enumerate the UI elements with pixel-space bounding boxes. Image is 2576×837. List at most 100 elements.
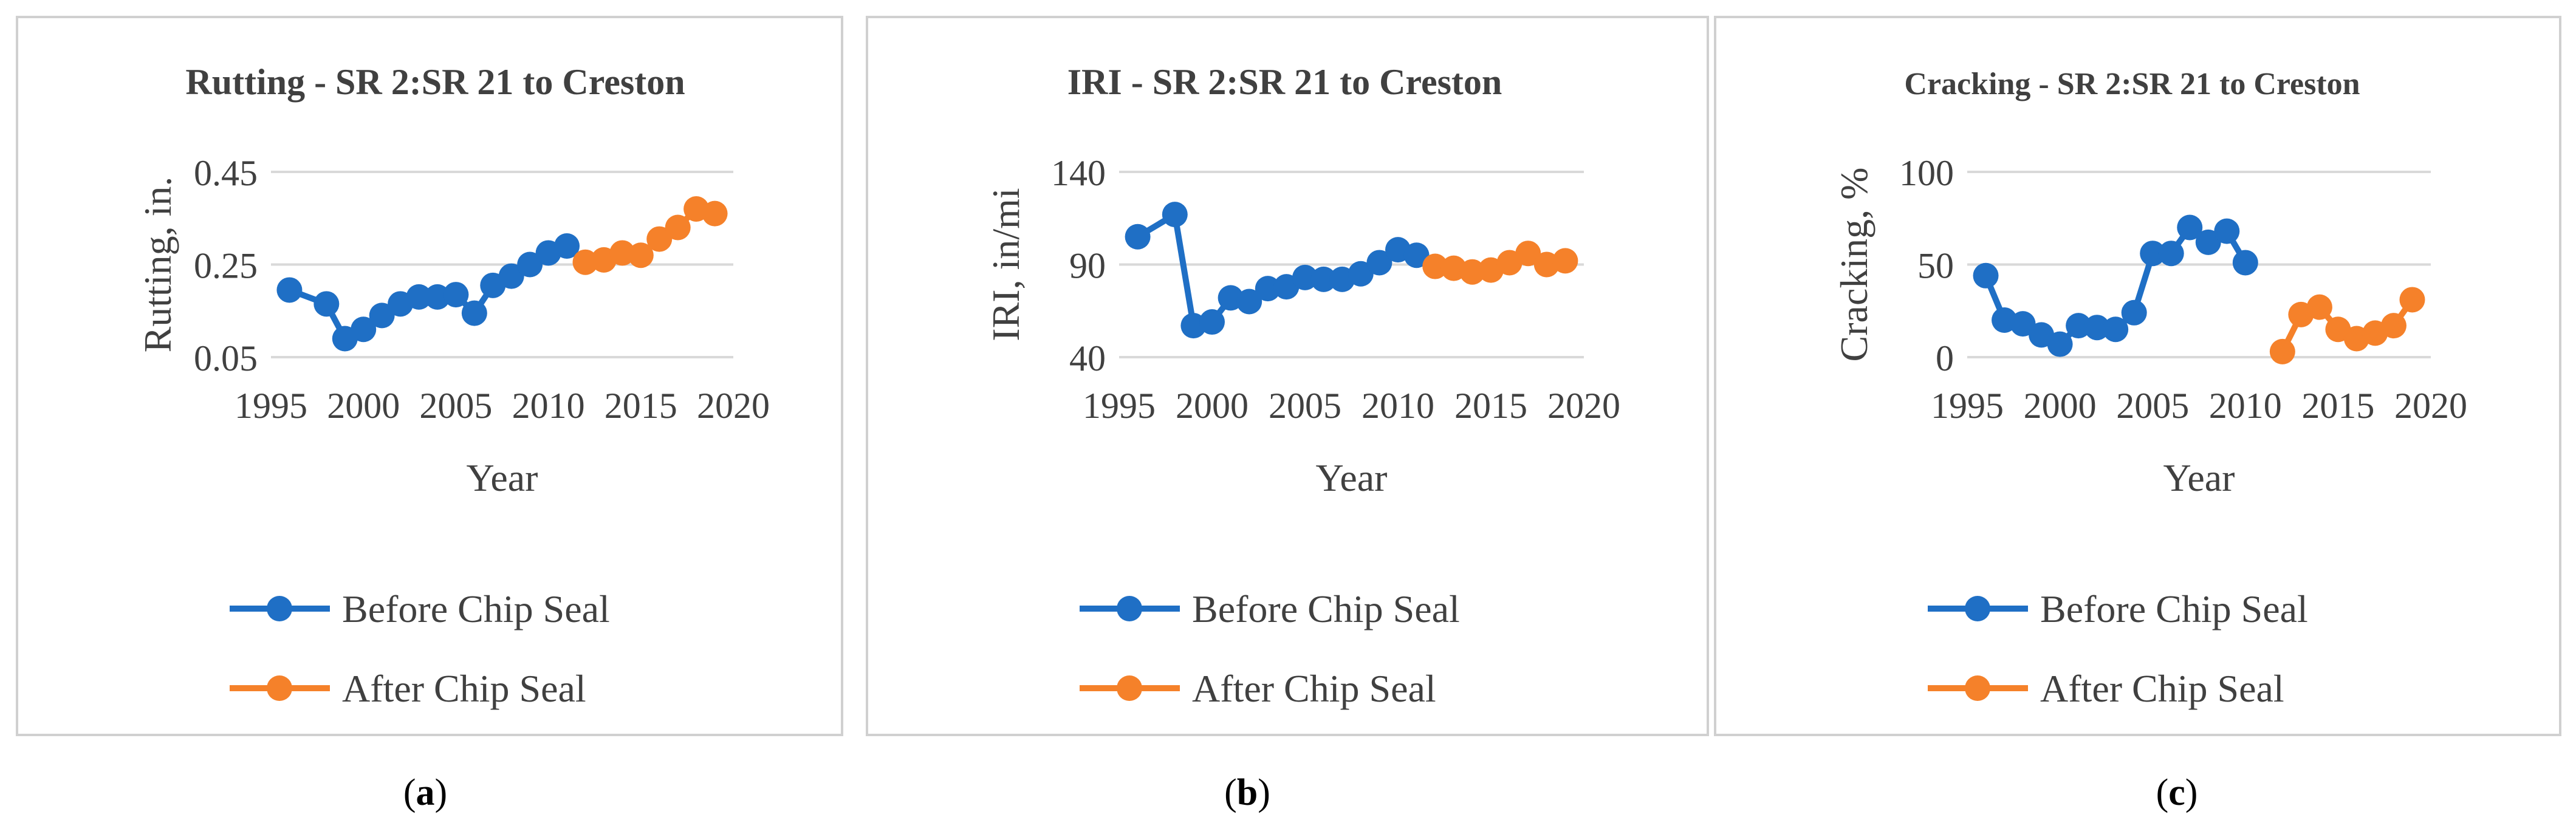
legend-label: After Chip Seal <box>1192 667 1436 710</box>
legend-swatch-marker <box>1117 675 1142 701</box>
legend-swatch-marker <box>267 596 292 621</box>
data-point <box>2380 313 2406 339</box>
legend-entry-before-chip-seal: Before Chip Seal <box>1928 587 2308 630</box>
series-before-chip-seal <box>1125 202 1430 339</box>
chart-title: IRI - SR 2:SR 21 to Creston <box>1067 62 1502 102</box>
y-tick-label: 40 <box>1069 338 1106 378</box>
data-point <box>424 284 450 310</box>
legend-entry-after-chip-seal: After Chip Seal <box>1928 667 2284 710</box>
data-point <box>2214 218 2240 244</box>
subfigure-label: (c) <box>2156 772 2198 813</box>
y-tick-label: 100 <box>1899 153 1954 193</box>
data-point <box>572 249 598 275</box>
panel-frame <box>866 16 1709 736</box>
data-point <box>351 316 377 343</box>
data-point <box>1515 241 1541 267</box>
data-point <box>2066 313 2092 339</box>
data-point <box>517 251 543 278</box>
data-point <box>406 284 432 310</box>
data-point <box>628 242 654 268</box>
data-point <box>498 263 524 289</box>
data-point <box>2047 331 2073 357</box>
legend-swatch-marker <box>1965 596 1990 621</box>
legend-label: After Chip Seal <box>342 667 586 710</box>
data-point <box>702 200 728 227</box>
data-point <box>2140 241 2166 267</box>
data-point <box>2010 311 2036 337</box>
x-tick-label: 2010 <box>1362 386 1434 426</box>
panel-b: IRI - SR 2:SR 21 to Creston 40 90 140 1995 20… <box>866 16 1709 736</box>
data-point <box>1459 259 1485 285</box>
data-point <box>2399 287 2425 313</box>
data-point <box>461 300 487 326</box>
x-tick-label: 2015 <box>605 386 677 426</box>
x-tick-label: 2000 <box>327 386 400 426</box>
y-axis-label: Rutting, in. <box>136 177 179 353</box>
data-point <box>2103 316 2129 343</box>
x-tick-label: 2010 <box>512 386 585 426</box>
data-point <box>665 214 691 241</box>
x-tick-label: 2020 <box>2394 386 2467 426</box>
series-after-chip-seal <box>2269 287 2425 364</box>
y-tick-label: 0.05 <box>194 338 258 378</box>
y-tick-label: 0.45 <box>194 153 258 193</box>
data-point <box>554 233 580 259</box>
series-before-chip-seal <box>276 233 580 352</box>
series-after-chip-seal <box>1422 241 1578 285</box>
x-tick-label: 2000 <box>2024 386 2097 426</box>
legend-entry-after-chip-seal: After Chip Seal <box>230 667 586 710</box>
data-point <box>2195 229 2221 255</box>
data-point <box>2177 214 2203 241</box>
panel-frame <box>16 16 843 736</box>
chart-title: Cracking - SR 2:SR 21 to Creston <box>1904 67 2360 101</box>
y-axis-label: Cracking, % <box>1832 168 1875 362</box>
data-point <box>313 291 340 317</box>
x-tick-label: 2015 <box>2301 386 2374 426</box>
data-point <box>369 302 395 329</box>
legend-label: After Chip Seal <box>2040 667 2284 710</box>
data-point <box>1422 253 1448 279</box>
data-point <box>1973 262 1999 289</box>
data-point <box>1366 250 1392 276</box>
data-point <box>1348 261 1374 287</box>
data-point <box>276 277 303 303</box>
data-point <box>609 240 635 266</box>
data-point <box>1403 242 1430 268</box>
data-point <box>2269 338 2295 364</box>
data-point <box>1552 248 1578 274</box>
chart-title: Rutting - SR 2:SR 21 to Creston <box>185 62 685 102</box>
data-point <box>443 282 469 308</box>
x-tick-label: 2020 <box>1547 386 1620 426</box>
x-tick-label: 2015 <box>1454 386 1527 426</box>
legend-swatch-marker <box>1965 675 1990 701</box>
series-before-chip-seal <box>1973 214 2258 357</box>
y-axis-label: IRI, in/mi <box>984 188 1027 341</box>
x-tick-label: 2005 <box>419 386 492 426</box>
data-point <box>1125 224 1151 250</box>
subfigure-label: (a) <box>403 772 447 813</box>
legend-entry-after-chip-seal: After Chip Seal <box>1080 667 1436 710</box>
x-tick-label: 1995 <box>1083 386 1156 426</box>
x-tick-label: 1995 <box>1931 386 2004 426</box>
x-tick-label: 1995 <box>235 386 307 426</box>
x-axis-label: Year <box>467 456 538 499</box>
data-point <box>2084 315 2110 341</box>
panel-c: Cracking - SR 2:SR 21 to Creston 0 50 100 19… <box>1714 16 2561 736</box>
data-point <box>2232 250 2258 276</box>
legend-label: Before Chip Seal <box>2040 587 2308 630</box>
x-axis-label: Year <box>1316 456 1388 499</box>
data-point <box>2306 294 2332 320</box>
legend-swatch-marker <box>1117 596 1142 621</box>
legend-entry-before-chip-seal: Before Chip Seal <box>230 587 610 630</box>
x-tick-label: 2010 <box>2209 386 2282 426</box>
legend-label: Before Chip Seal <box>342 587 610 630</box>
x-tick-label: 2020 <box>697 386 770 426</box>
x-tick-label: 2005 <box>1269 386 1341 426</box>
data-point <box>1162 202 1188 228</box>
panel-a: Rutting - SR 2:SR 21 to Creston 0.05 0.25 0… <box>16 16 843 736</box>
data-point <box>2158 241 2184 267</box>
y-tick-label: 140 <box>1051 153 1106 193</box>
subfigure-label: (b) <box>1224 772 1270 813</box>
